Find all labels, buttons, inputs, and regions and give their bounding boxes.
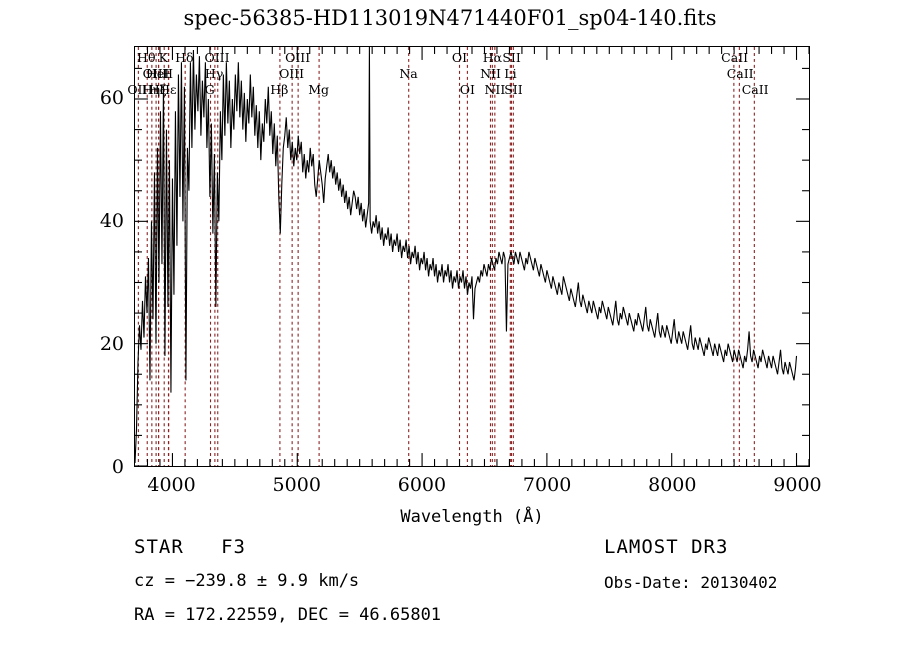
line-label-Mg: Mg [308, 82, 330, 97]
line-label-OIII: OIII [279, 66, 305, 81]
line-label-H: H [162, 66, 173, 81]
line-label-K: K [158, 50, 168, 65]
y-tick-20: 20 [99, 333, 124, 356]
x-axis-title: Wavelength (Å) [400, 507, 544, 527]
y-tick-60: 60 [99, 87, 124, 110]
line-label-CaII: CaII [726, 66, 754, 81]
x-tick-7000: 7000 [522, 474, 572, 496]
y-tick-0: 0 [111, 456, 124, 478]
spectrum-svg [135, 47, 809, 466]
line-label-H: Hγ [204, 66, 224, 81]
line-label-Li: Li [504, 66, 517, 81]
line-label-H: Hζ [148, 82, 167, 97]
line-label-OI: OI [451, 50, 468, 65]
x-tick-5000: 5000 [272, 474, 321, 496]
spectrum-trace [135, 47, 798, 463]
x-tick-4000: 4000 [147, 474, 196, 496]
axis-tick-group [135, 47, 809, 466]
line-label-H: Hθ [137, 50, 156, 65]
cz-value: cz = −239.8 ± 9.9 km/s [134, 571, 360, 591]
spectrum-plot-area [134, 46, 810, 467]
line-label-SII: SII [504, 82, 523, 97]
line-label-H: Hη [141, 82, 161, 97]
line-label-OII: OII [127, 82, 148, 97]
line-label-OIII: OIII [285, 50, 311, 65]
line-label-CaII: CaII [721, 50, 749, 65]
y-tick-40: 40 [99, 210, 124, 233]
line-label-OIII: OIII [142, 66, 168, 81]
x-tick-8000: 8000 [648, 474, 697, 496]
line-label-SII: SII [502, 50, 521, 65]
x-tick-9000: 9000 [773, 474, 822, 496]
line-label-G: G [204, 82, 215, 97]
line-label-HeI: HeI [146, 66, 170, 81]
line-label-H: Hβ [270, 82, 289, 97]
object-class-label: STAR F3 [134, 536, 246, 558]
obs-date: Obs-Date: 20130402 [604, 573, 778, 592]
line-label-NII: NII [484, 82, 506, 97]
line-label-CaII: CaII [741, 82, 769, 97]
page-title: spec-56385-HD113019N471440F01_sp04-140.f… [183, 6, 717, 30]
line-marker-group [137, 47, 755, 466]
line-label-NII: NII [480, 66, 501, 81]
survey-label: LAMOST DR3 [604, 536, 729, 558]
line-label-H: Hε [159, 82, 177, 97]
x-tick-6000: 6000 [397, 474, 447, 496]
line-label-OI: OI [459, 82, 475, 97]
line-label-Na: Na [399, 66, 418, 81]
line-label-H: Hα [482, 50, 503, 65]
line-label-H: Hδ [175, 50, 194, 65]
line-label-OIII: OIII [204, 50, 230, 65]
coordinates: RA = 172.22559, DEC = 46.65801 [134, 605, 442, 625]
